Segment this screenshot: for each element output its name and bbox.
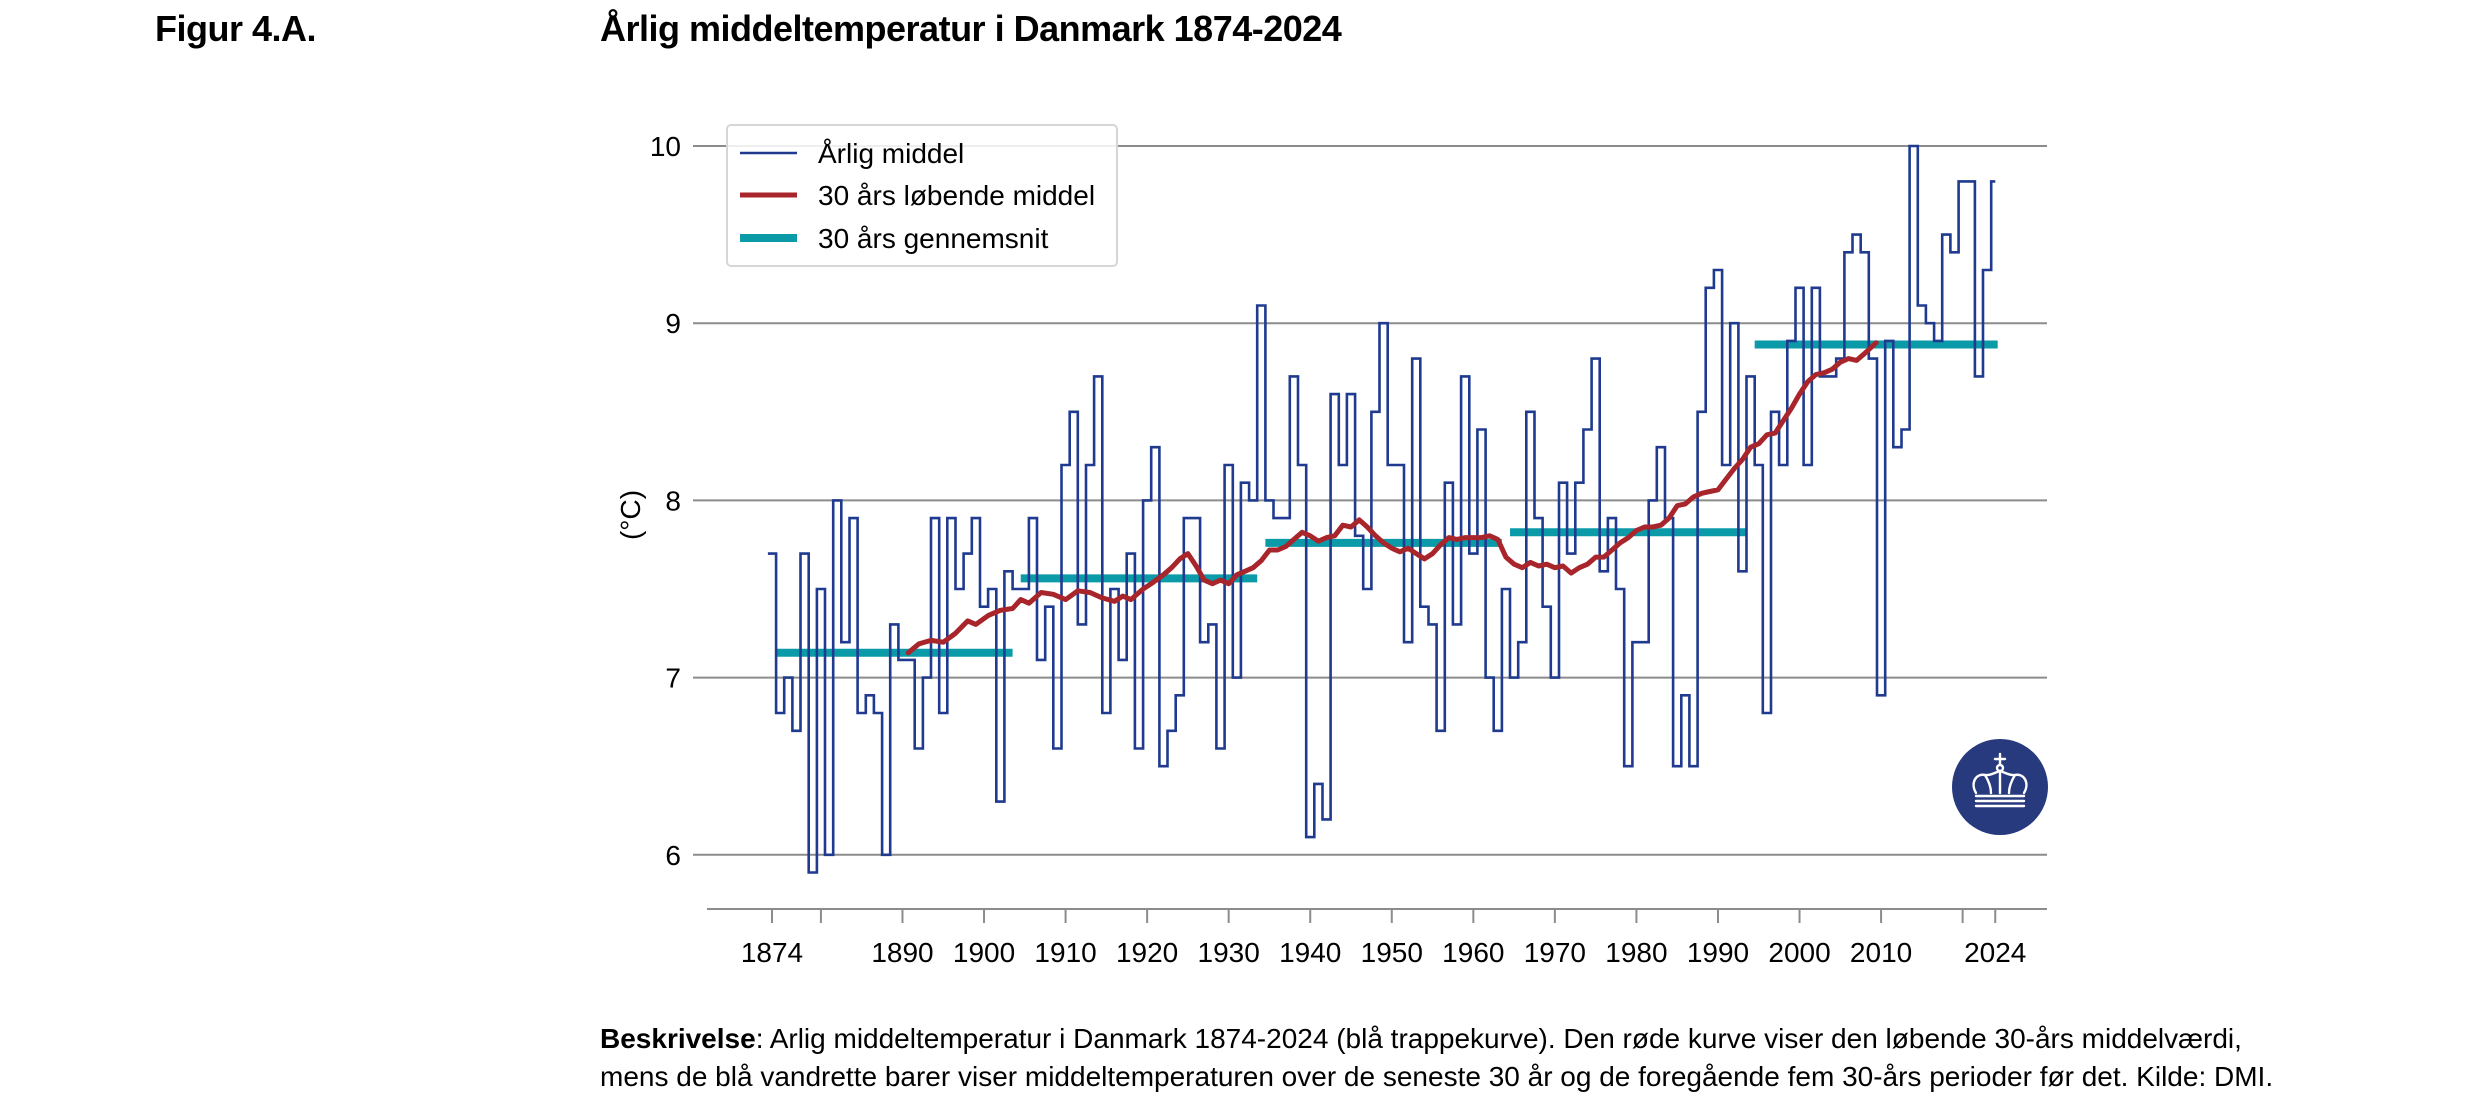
chart-title: Årlig middeltemperatur i Danmark 1874-20… (600, 8, 1342, 49)
description-label: Beskrivelse (600, 1023, 756, 1054)
legend-label-period: 30 års gennemsnit (818, 223, 1049, 254)
legend-box (726, 124, 1118, 267)
x-tick-label: 1900 (953, 937, 1015, 968)
x-tick-label: 2024 (1964, 937, 2026, 968)
x-tick-label: 1940 (1279, 937, 1341, 968)
description-line1: : Arlig middeltemperatur i Danmark 1874-… (755, 1023, 2242, 1054)
y-axis-label: (°C) (615, 490, 646, 540)
figure-label: Figur 4.A. (155, 8, 317, 49)
x-tick-label: 1874 (741, 937, 803, 968)
y-tick-label: 6 (665, 840, 681, 871)
x-tick-label: 2000 (1768, 937, 1830, 968)
x-tick-label: 1990 (1687, 937, 1749, 968)
y-axis: 6 7 8 9 10 (650, 131, 681, 871)
x-tick-label: 1960 (1442, 937, 1504, 968)
y-tick-label: 10 (650, 131, 681, 162)
x-tick-label: 1980 (1605, 937, 1667, 968)
x-tick-label: 1910 (1034, 937, 1096, 968)
legend-label-running: 30 års løbende middel (818, 180, 1095, 211)
crown-icon (1972, 752, 2028, 808)
x-axis: 1874 1890 1900 1910 1920 1930 1940 1950 1960 1970… (707, 908, 2047, 968)
x-tick-label: 2010 (1850, 937, 1912, 968)
description: Beskrivelse: Arlig middeltemperatur i Da… (600, 1020, 2460, 1096)
y-tick-label: 7 (665, 663, 681, 694)
legend: Årlig middel 30 års løbende middel 30 år… (726, 124, 1118, 267)
description-line2: mens de blå vandrette barer viser middel… (600, 1061, 2274, 1092)
x-tick-label: 1950 (1361, 937, 1423, 968)
dmi-logo (1952, 739, 2048, 835)
running-mean-line (905, 340, 1879, 656)
x-tick-label: 1930 (1198, 937, 1260, 968)
x-tick-label: 1890 (871, 937, 933, 968)
x-tick-label: 1920 (1116, 937, 1178, 968)
legend-label-annual: Årlig middel (818, 138, 964, 169)
y-tick-label: 9 (665, 308, 681, 339)
x-tick-label: 1970 (1524, 937, 1586, 968)
y-tick-label: 8 (665, 485, 681, 516)
annual-mean-step-line (767, 144, 1996, 874)
